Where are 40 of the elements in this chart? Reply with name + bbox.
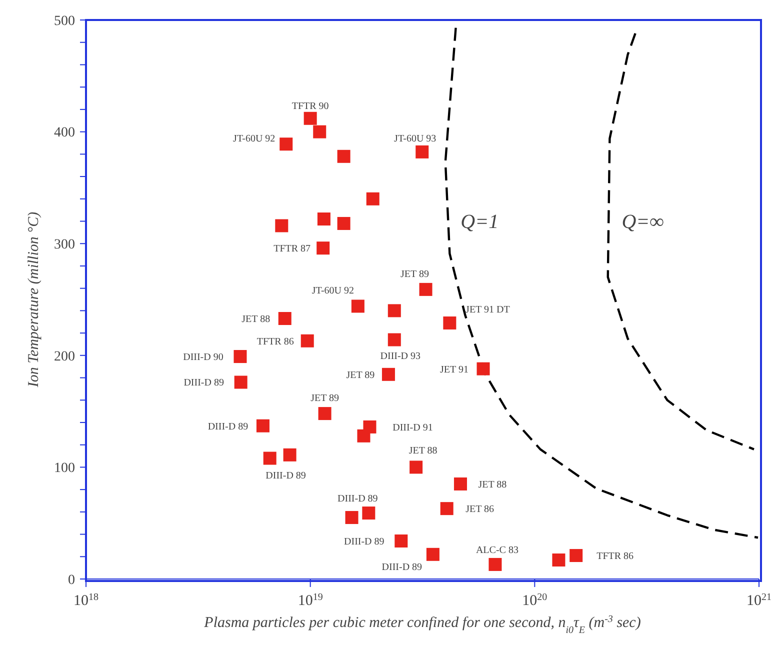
annotation: TFTR 87 [274, 244, 311, 255]
annotation: DIII-D 89 [344, 536, 384, 548]
annotation: DIII-D 89 [382, 562, 422, 573]
annotation: DIII-D 89 [184, 378, 224, 389]
annotation: JET 91 DT [466, 304, 510, 316]
annotation: JET 89 [310, 393, 340, 404]
y-axis-title: Ion Temperature (million °C) [26, 212, 42, 388]
annotation: JT-60U 92 [233, 134, 276, 145]
annotation: JET 89 [346, 370, 375, 381]
annotation: DIII-D 90 [183, 352, 224, 364]
annotation: Q=∞ [622, 211, 664, 234]
annotation: DIII-D 89 [266, 470, 306, 482]
y-tick-label: 400 [54, 126, 75, 141]
y-tick-label: 200 [54, 349, 75, 364]
annotation: TFTR 86 [596, 551, 634, 562]
annotation: Q=1 [460, 211, 499, 234]
annotation: JET 88 [408, 446, 438, 457]
annotation: JET 89 [400, 268, 429, 280]
annotation: DIII-D 89 [338, 494, 378, 505]
annotation: JET 88 [242, 314, 270, 326]
annotation: TFTR 86 [256, 336, 294, 348]
x-tick-label: 10$^{19}$ [298, 592, 323, 609]
annotation: JET 91 [440, 364, 468, 376]
annotation: DIII-D 91 [392, 422, 433, 434]
annotation: TFTR 90 [292, 100, 329, 112]
x-axis-title: Plasma particles per cubic meter confined for one second, n$_{i0}$τ$_{E}$ (m$^{-3}$ sec) [203, 614, 641, 636]
annotation: JT-60U 93 [394, 133, 436, 144]
y-tick-label: 300 [54, 238, 75, 252]
x-tick-label: 10$^{18}$ [74, 592, 98, 609]
annotation: JT-60U 92 [312, 286, 354, 297]
annotation: DIII-D 93 [380, 351, 421, 362]
x-tick-label: 10$^{21}$ [746, 592, 772, 609]
x-tick-label: 10$^{20}$ [522, 592, 548, 609]
annotation: DIII-D 89 [208, 421, 248, 432]
annotation: JET 86 [466, 504, 494, 516]
annotation: ALC-C 83 [476, 544, 518, 556]
y-tick-label: 500 [54, 14, 75, 29]
y-tick-label: 0 [68, 572, 75, 588]
y-tick-label: 100 [54, 461, 75, 476]
annotation: JET 88 [478, 479, 507, 490]
